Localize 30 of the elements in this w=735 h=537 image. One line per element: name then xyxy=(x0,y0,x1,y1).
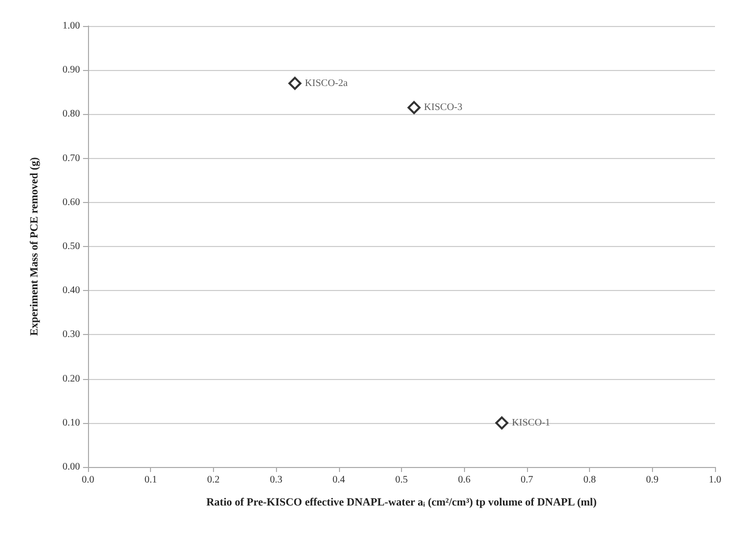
annotation: KISCO-3 xyxy=(424,102,462,114)
x-tick-label: 0.2 xyxy=(207,474,220,486)
y-tick-label: 0.70 xyxy=(62,152,80,164)
x-tick-label: 0.7 xyxy=(520,474,534,486)
y-tick-label: 0.80 xyxy=(62,108,80,120)
y-axis-title: Experiment Mass of PCE removed (g) xyxy=(28,156,40,336)
x-tick-label: 0.3 xyxy=(270,474,282,486)
x-axis-title: Ratio of Pre-KISCO effective DNAPL-water aᵢ (cm²/cm³) tp volume of DNAPL (ml) xyxy=(206,496,597,508)
x-tick-label: 0.1 xyxy=(144,474,157,486)
x-tick-label: 0.0 xyxy=(82,474,94,486)
y-tick-label: 0.60 xyxy=(62,196,80,208)
y-tick-label: 0.20 xyxy=(62,373,80,384)
x-tick-label: 0.6 xyxy=(458,474,470,486)
y-tick-label: 1.00 xyxy=(62,20,80,32)
point xyxy=(408,101,421,114)
y-tick-label: 0.90 xyxy=(62,64,80,76)
y-tick-label: 0.50 xyxy=(62,241,80,252)
x-tick-label: 0.8 xyxy=(583,474,596,486)
x-tick-label: 1.0 xyxy=(708,474,722,486)
point xyxy=(288,76,302,90)
y-tick-label: 0.10 xyxy=(62,417,80,428)
y-tick-label: 0.00 xyxy=(62,462,80,472)
annotation: KISCO-1 xyxy=(512,417,550,428)
point xyxy=(495,416,508,430)
x-tick-label: 0.4 xyxy=(332,474,346,486)
annotation: KISCO-2a xyxy=(304,78,348,89)
y-tick-label: 0.30 xyxy=(62,329,80,340)
x-tick-label: 0.9 xyxy=(646,474,659,486)
y-tick-label: 0.40 xyxy=(62,285,80,296)
x-tick-label: 0.5 xyxy=(395,474,408,486)
